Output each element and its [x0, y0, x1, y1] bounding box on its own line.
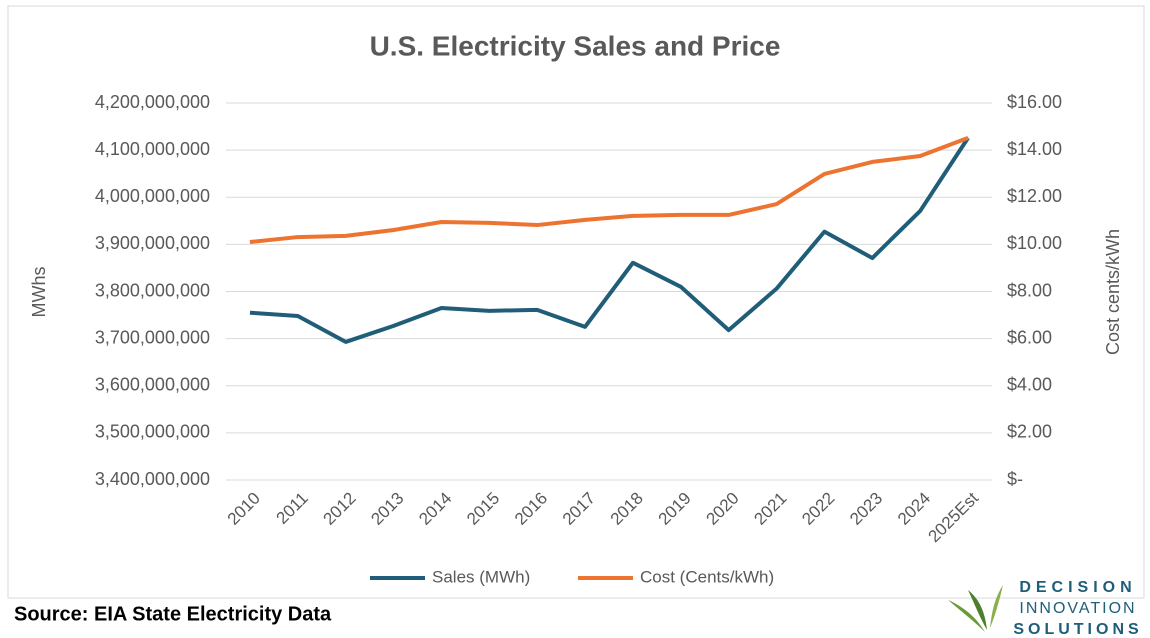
y-tick-label: 3,600,000,000	[95, 375, 210, 395]
y-tick-label: 4,200,000,000	[95, 92, 210, 112]
chart-title: U.S. Electricity Sales and Price	[370, 30, 781, 61]
y-tick-label: 3,500,000,000	[95, 422, 210, 442]
y2-axis-label: Cost cents/kWh	[1103, 229, 1123, 355]
y-axis-label: MWhs	[29, 267, 49, 318]
y-tick-label: 3,700,000,000	[95, 327, 210, 347]
y2-tick-label: $10.00	[1007, 233, 1062, 253]
y2-tick-label: $4.00	[1007, 375, 1052, 395]
y2-tick-label: $16.00	[1007, 92, 1062, 112]
y-tick-label: 3,800,000,000	[95, 280, 210, 300]
y2-tick-label: $8.00	[1007, 280, 1052, 300]
chart-border	[7, 5, 1145, 599]
source-note: Source: EIA State Electricity Data	[14, 603, 332, 625]
series-line	[249, 136, 970, 344]
legend-label: Sales (MWh)	[432, 567, 530, 586]
y2-tick-label: $2.00	[1007, 422, 1052, 442]
logo-icon	[948, 585, 1003, 632]
logo-text: SOLUTIONS	[1013, 621, 1142, 638]
legend-label: Cost (Cents/kWh)	[640, 567, 774, 586]
y-tick-label: 4,000,000,000	[95, 186, 210, 206]
y-tick-label: 3,400,000,000	[95, 469, 210, 489]
y-tick-label: 3,900,000,000	[95, 233, 210, 253]
y-tick-label: 4,100,000,000	[95, 139, 210, 159]
y2-tick-label: $6.00	[1007, 327, 1052, 347]
y2-tick-label: $-	[1007, 469, 1023, 489]
y2-tick-label: $14.00	[1007, 139, 1062, 159]
logo-text: INNOVATION	[1019, 600, 1136, 617]
series-line	[249, 136, 969, 245]
y2-tick-label: $12.00	[1007, 186, 1062, 206]
logo-text: DECISION	[1019, 579, 1136, 596]
